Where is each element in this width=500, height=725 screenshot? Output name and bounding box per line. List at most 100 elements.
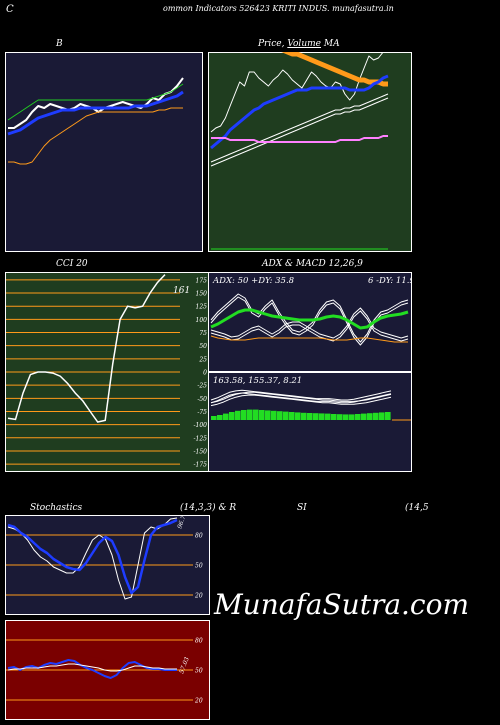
macd-histogram-bar [289, 412, 295, 420]
cci-tick-label: 100 [196, 317, 208, 324]
macd-histogram-bar [313, 413, 319, 420]
macd-signal-line-2 [210, 394, 392, 407]
macd-histogram-bar [229, 412, 235, 420]
rsi-rsi_ma-line [7, 663, 177, 672]
cci-tick-label: 125 [196, 304, 208, 311]
macd-histogram-bar [361, 413, 367, 420]
stoch-tick-label: 50 [195, 563, 203, 570]
rsi-tick-label: 50 [195, 668, 203, 675]
adx-line [210, 308, 409, 330]
macd-histogram-bar [367, 413, 373, 420]
adx-minus_di-line-2 [210, 310, 409, 342]
macd-histogram-bar [355, 414, 361, 420]
macd-signal-line [210, 391, 392, 404]
cci-chart: 175 150 125 100 75 50 25 0 -25 -50 -75 -100 -125 -150… [5, 272, 210, 472]
stoch-title-right: (14,3,3) & R [180, 503, 237, 513]
macd-macd-line [210, 389, 392, 401]
rsi-rsi-line [7, 659, 177, 679]
macd-histogram-bar [343, 414, 349, 420]
rsi-tick-label: 80 [195, 638, 203, 645]
macd-histogram-bar [241, 410, 247, 420]
stoch-tick-label: 80 [195, 533, 203, 540]
macd-background [208, 372, 412, 472]
macd-histogram-bar [211, 416, 217, 420]
stoch-d-line [7, 518, 178, 595]
macd-histogram-bar [385, 412, 391, 420]
adx-orange-line [210, 335, 408, 343]
cci-tick-label: 0 [203, 370, 207, 377]
adx-macd-title: ADX & MACD 12,26,9 [262, 259, 363, 269]
macd-histogram-bar [331, 414, 337, 420]
cci-tick-label: 150 [196, 291, 208, 298]
cci-tick-label: -50 [197, 396, 207, 403]
rsi-title-left: SI [297, 503, 307, 513]
price-title: Price, Volume MA [258, 39, 340, 49]
macd-histogram-bar [223, 413, 229, 420]
header-left-char: C [6, 4, 14, 15]
macd-histogram-bar [307, 413, 313, 420]
cci-tick-label: 75 [199, 330, 207, 337]
macd-histogram-bar [349, 414, 355, 420]
cci-tick-label: -100 [194, 422, 208, 429]
cci-tick-label: -75 [197, 409, 207, 416]
macd-histogram-bar [325, 413, 331, 420]
rsi-title-right: (14,5 [405, 503, 429, 513]
bollinger-title: B [56, 39, 63, 49]
macd-histogram-bar [235, 410, 241, 420]
adx-readout-left: ADX: 50 +DY: 35.8 [212, 276, 295, 286]
bollinger-lower-line [8, 107, 183, 165]
price-ma_long-line [281, 52, 388, 87]
brand-watermark: MunafaSutra.com [214, 588, 470, 621]
stoch-title-left: Stochastics [30, 503, 83, 513]
cci-current-label: 161 [173, 286, 190, 296]
price-title-ma: MA [323, 39, 340, 49]
cci-tick-label: -150 [194, 448, 208, 455]
adx-minus_di-line [210, 307, 409, 339]
price-title-price: Price, [258, 39, 285, 49]
macd-histogram-bar [253, 409, 259, 420]
price-ma_mid-line [210, 74, 389, 150]
macd-histogram-bar [373, 412, 379, 420]
price-background [208, 52, 412, 252]
page-title: ommon Indicators 526423 KRITI INDUS. mun… [163, 4, 394, 13]
adx-background [208, 272, 412, 372]
stoch-tick-label: 20 [194, 593, 203, 600]
macd-histogram-bar [265, 410, 271, 420]
cci-line [7, 274, 166, 423]
macd-histogram-bar [247, 409, 253, 420]
rsi-tick-label: 20 [194, 698, 203, 705]
cci-tick-label: -125 [194, 435, 208, 442]
macd-histogram-bar [379, 412, 385, 420]
bollinger-price-line [8, 77, 184, 129]
macd-histogram-bar [217, 415, 223, 420]
cci-tick-label: 25 [198, 356, 207, 363]
cci-title: CCI 20 [56, 259, 88, 269]
adx-plus_di-line [210, 293, 409, 343]
bollinger-background [5, 52, 203, 252]
cci-tick-label: -175 [194, 462, 208, 469]
macd-histogram-bar [301, 412, 307, 420]
cci-tick-label: -25 [197, 383, 207, 390]
macd-histogram-bar [271, 410, 277, 420]
adx-chart: ADX: 50 +DY: 35.8 6 -DY: 11.95 [208, 272, 412, 372]
stoch-k-line [7, 517, 178, 600]
adx-readout-right: 6 -DY: 11.95 [368, 276, 412, 286]
bollinger-middle-line [7, 90, 184, 136]
macd-histogram-bar [337, 414, 343, 420]
cci-tick-label: 175 [196, 277, 208, 284]
macd-histogram-bar [259, 410, 265, 420]
macd-histogram-bar [295, 412, 301, 420]
macd-readout: 163.58, 155.37, 8.21 [213, 376, 302, 386]
price-ma_pink-line [211, 135, 388, 143]
macd-histogram-bar [283, 411, 289, 420]
price-ma-short-line-2 [210, 97, 389, 167]
bollinger-upper-line [7, 83, 184, 121]
cci-tick-label: 50 [199, 343, 207, 350]
price-volume-chart [208, 52, 412, 252]
macd-histogram-bar [319, 413, 325, 420]
price-ma-short-line [210, 93, 389, 163]
macd-chart: 163.58, 155.37, 8.21 [208, 372, 412, 472]
bollinger-chart [5, 52, 203, 252]
